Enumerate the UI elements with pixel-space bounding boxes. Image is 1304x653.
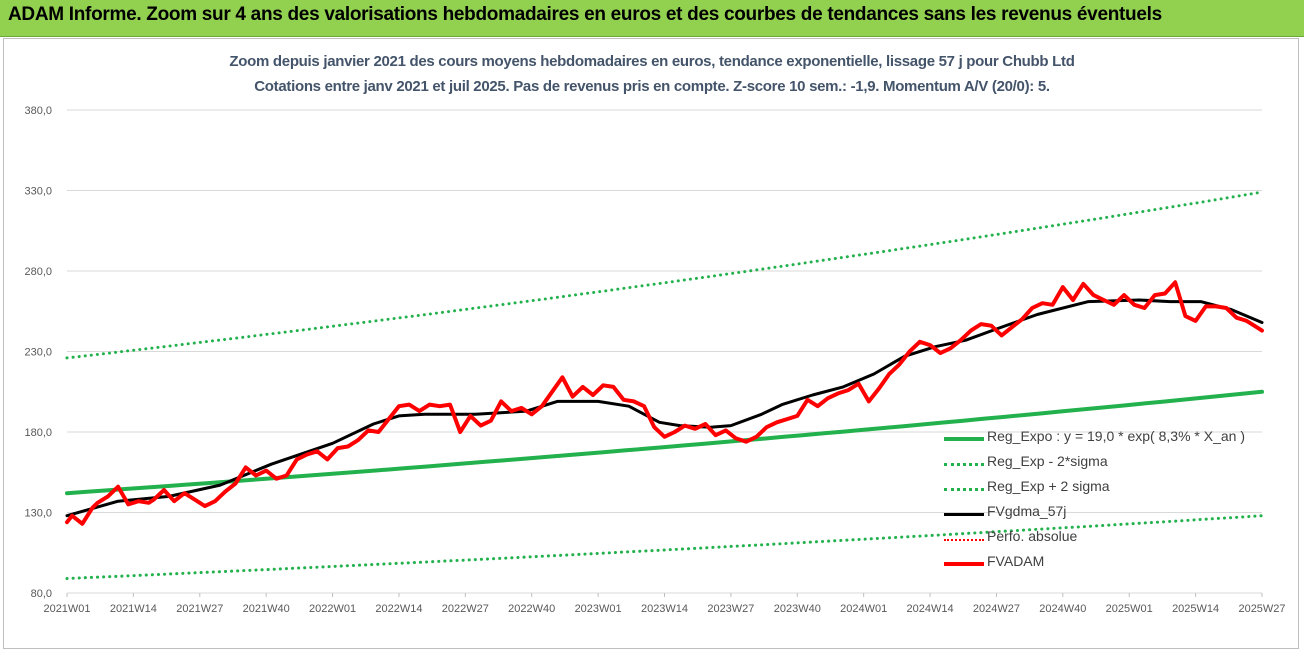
y-tick-label: 130,0: [24, 508, 52, 520]
series-reg-expo: [65, 389, 1264, 496]
chart-title: Zoom depuis janvier 2021 des cours moyen…: [229, 53, 1075, 70]
x-tick-label: 2021W40: [243, 603, 290, 615]
series-reg-plus-2sigma: [65, 190, 1264, 360]
chart-frame: [3, 38, 1299, 649]
legend-swatch: [944, 437, 984, 441]
x-tick-label: 2023W40: [774, 603, 821, 615]
legend-swatch: [944, 539, 984, 541]
x-tick-label: 2025W14: [1172, 603, 1219, 615]
legend-item-reg-minus: Reg_Exp - 2*sigma: [942, 453, 1262, 478]
legend-item-perfo: Perfo. absolue: [942, 528, 1262, 553]
chart-subtitle: Cotations entre janv 2021 et juil 2025. …: [254, 78, 1050, 95]
x-tick-label: 2024W14: [907, 603, 954, 615]
y-tick-label: 330,0: [24, 186, 52, 198]
x-tick-label: 2024W27: [973, 603, 1020, 615]
legend-label: Reg_Exp - 2*sigma: [987, 453, 1108, 469]
x-tick-label: 2023W27: [707, 603, 754, 615]
legend-item-fvgdma: FVgdma_57j: [942, 503, 1262, 528]
series-fvadam: [65, 280, 1264, 526]
x-tick-label: 2025W27: [1238, 603, 1285, 615]
x-tick-label: 2024W40: [1039, 603, 1086, 615]
x-tick-label: 2022W01: [309, 603, 356, 615]
legend-swatch: [944, 562, 984, 566]
legend-label: Reg_Exp + 2 sigma: [987, 478, 1110, 494]
y-tick-label: 180,0: [24, 427, 52, 439]
header-bar: ADAM Informe. Zoom sur 4 ans des valoris…: [0, 0, 1304, 37]
series-fvgdma-57j: [65, 298, 1264, 518]
x-tick-label: 2023W01: [575, 603, 622, 615]
legend-swatch: [944, 488, 984, 491]
legend-item-reg-expo: Reg_Expo : y = 19,0 * exp( 8,3% * X_an ): [942, 428, 1262, 453]
legend-label: FVADAM: [987, 553, 1045, 569]
legend-label: Perfo. absolue: [987, 528, 1078, 544]
y-tick-label: 380,0: [24, 105, 52, 117]
page-title: ADAM Informe. Zoom sur 4 ans des valoris…: [8, 4, 1162, 25]
legend-swatch: [944, 463, 984, 466]
x-tick-label: 2021W14: [110, 603, 157, 615]
x-tick-label: 2023W14: [641, 603, 688, 615]
x-tick-label: 2024W01: [840, 603, 887, 615]
legend: Reg_Expo : y = 19,0 * exp( 8,3% * X_an )…: [942, 428, 1262, 578]
x-tick-label: 2022W27: [442, 603, 489, 615]
legend-label: Reg_Expo : y = 19,0 * exp( 8,3% * X_an ): [987, 428, 1245, 444]
legend-item-reg-plus: Reg_Exp + 2 sigma: [942, 478, 1262, 503]
x-tick-label: 2025W01: [1106, 603, 1153, 615]
x-tick-label: 2021W27: [176, 603, 223, 615]
x-tick-label: 2021W01: [43, 603, 90, 615]
series-reg-minus-2sigma: [65, 514, 1264, 580]
legend-label: FVgdma_57j: [987, 503, 1067, 519]
y-tick-label: 280,0: [24, 266, 52, 278]
legend-swatch: [944, 513, 984, 516]
x-tick-label: 2022W40: [508, 603, 555, 615]
x-tick-label: 2022W14: [375, 603, 422, 615]
y-tick-label: 80,0: [31, 588, 52, 600]
legend-item-fvadam: FVADAM: [942, 553, 1262, 578]
y-tick-label: 230,0: [24, 347, 52, 359]
